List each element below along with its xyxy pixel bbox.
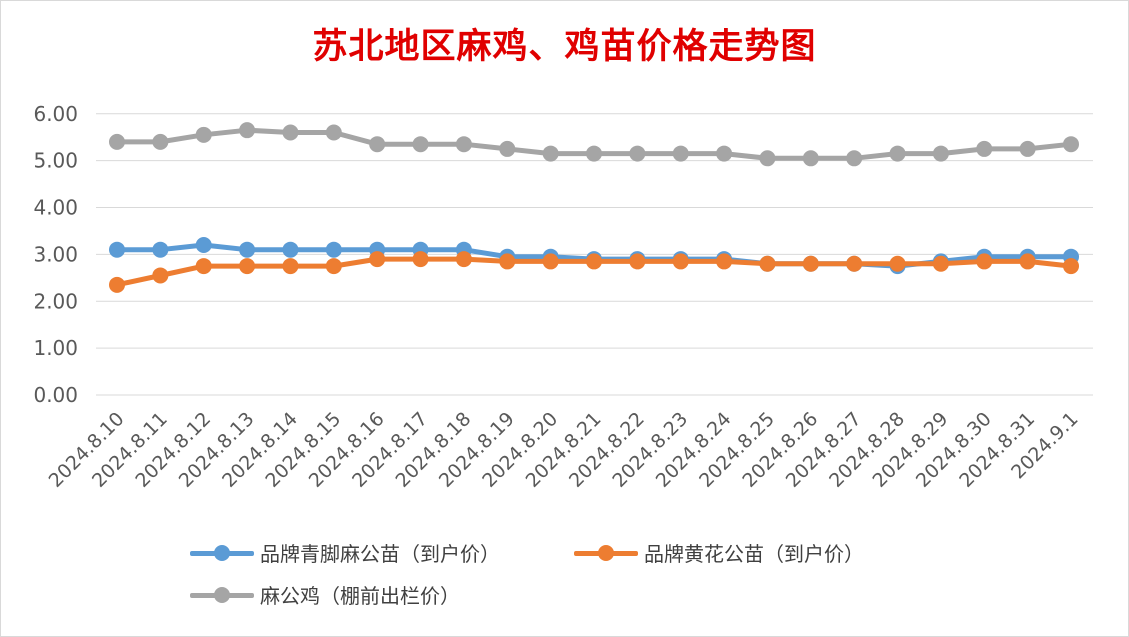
data-point-2-22 <box>1063 136 1079 153</box>
data-point-2-21 <box>1019 140 1036 157</box>
data-point-2-14 <box>716 145 733 162</box>
data-point-1-18 <box>889 255 906 272</box>
data-point-1-19 <box>932 255 949 272</box>
y-tick-label-3: 3.00 <box>33 242 78 266</box>
y-tick-label-0: 0.00 <box>33 383 78 407</box>
legend-label-2: 麻公鸡（棚前出栏价） <box>260 584 460 608</box>
data-point-1-2 <box>195 258 212 275</box>
data-point-2-7 <box>412 136 429 153</box>
data-point-2-8 <box>455 136 472 153</box>
data-point-1-9 <box>499 253 516 270</box>
data-point-2-2 <box>195 126 212 143</box>
y-tick-label-6: 6.00 <box>33 102 78 126</box>
y-tick-label-1: 1.00 <box>33 336 78 360</box>
legend-item-series-0: 品牌青脚麻公苗（到户价） <box>190 538 500 567</box>
data-point-0-2 <box>195 237 212 253</box>
data-point-1-22 <box>1063 258 1079 275</box>
data-point-2-9 <box>499 140 516 157</box>
legend-item-series-2: 麻公鸡（棚前出栏价） <box>190 580 460 609</box>
legend-swatch-2 <box>190 585 254 605</box>
data-point-2-4 <box>282 124 299 141</box>
data-point-1-20 <box>976 253 993 270</box>
legend-swatch-0 <box>190 543 254 563</box>
data-point-1-15 <box>759 255 776 272</box>
data-point-1-0 <box>109 276 125 293</box>
data-point-1-21 <box>1019 253 1036 270</box>
data-point-2-10 <box>542 145 559 162</box>
y-tick-label-2: 2.00 <box>33 289 78 313</box>
data-point-1-5 <box>325 258 342 275</box>
data-point-2-15 <box>759 150 776 167</box>
data-point-1-16 <box>802 255 819 272</box>
data-point-2-11 <box>586 145 602 162</box>
data-point-1-11 <box>586 253 602 270</box>
data-point-2-19 <box>932 145 949 162</box>
legend-swatch-1 <box>574 543 638 563</box>
data-point-2-20 <box>976 140 993 157</box>
data-point-0-1 <box>152 241 169 258</box>
data-point-1-8 <box>455 251 472 268</box>
data-point-2-6 <box>369 136 386 153</box>
data-point-2-16 <box>802 150 819 167</box>
data-point-1-1 <box>152 267 169 284</box>
data-point-0-4 <box>282 241 299 258</box>
legend-label-0: 品牌青脚麻公苗（到户价） <box>260 542 500 566</box>
y-tick-label-5: 5.00 <box>33 149 78 173</box>
data-point-1-10 <box>542 253 559 270</box>
data-point-0-5 <box>325 241 342 258</box>
data-point-2-12 <box>629 145 646 162</box>
data-point-2-1 <box>152 133 169 150</box>
data-point-1-13 <box>672 253 689 270</box>
data-point-2-17 <box>846 150 863 167</box>
data-point-1-14 <box>716 253 733 270</box>
data-point-1-7 <box>412 251 429 268</box>
data-point-0-0 <box>109 241 125 258</box>
data-point-1-6 <box>369 251 386 268</box>
data-point-2-18 <box>889 145 906 162</box>
legend-label-1: 品牌黄花公苗（到户价） <box>644 542 864 566</box>
y-tick-label-4: 4.00 <box>33 196 78 220</box>
data-point-1-12 <box>629 253 646 270</box>
data-point-2-0 <box>109 133 125 150</box>
data-point-2-5 <box>325 124 342 141</box>
data-point-2-3 <box>239 122 256 139</box>
data-point-2-13 <box>672 145 689 162</box>
data-point-1-4 <box>282 258 299 275</box>
data-point-0-3 <box>239 241 256 258</box>
legend-item-series-1: 品牌黄花公苗（到户价） <box>574 538 864 567</box>
data-point-1-17 <box>846 255 863 272</box>
data-point-1-3 <box>239 258 256 275</box>
chart-title: 苏北地区麻鸡、鸡苗价格走势图 <box>312 26 817 67</box>
